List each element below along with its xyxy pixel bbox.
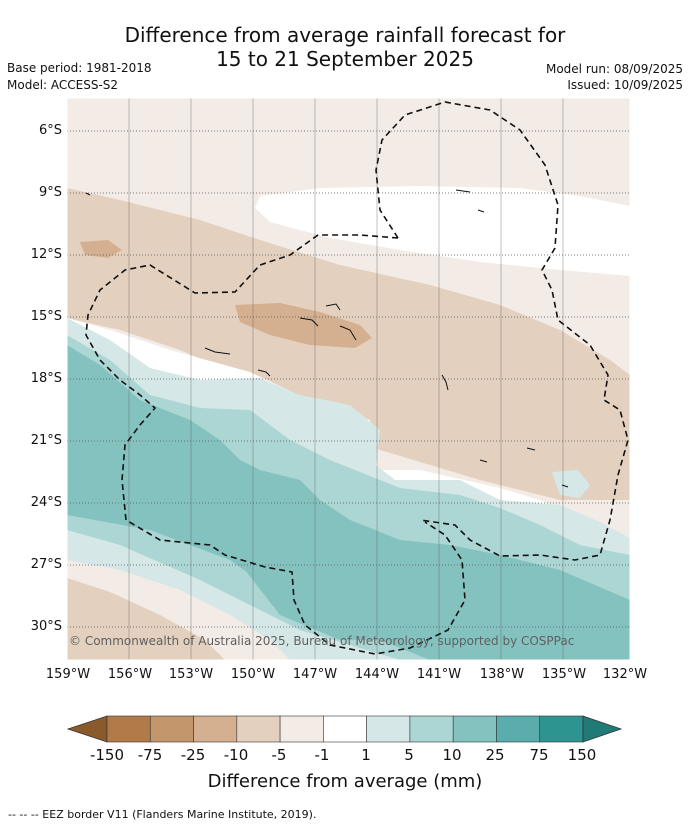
lat-label: 21°S [30,433,62,448]
copyright-notice: © Commonwealth of Australia 2025, Bureau… [69,634,575,648]
rainfall-contours [67,98,630,660]
colorbar-arrow-left [66,715,108,743]
colorbar-label: -25 [180,746,206,764]
lon-label: 135°W [541,667,587,682]
latitude-lines [67,130,630,628]
eez-footnote: -- -- -- EEZ border V11 (Flanders Marine… [8,808,317,821]
lat-label: 24°S [30,495,62,510]
lon-label: 147°W [292,667,338,682]
map-title-line2: 15 to 21 September 2025 [216,47,474,71]
lon-label: 141°W [416,667,462,682]
colorbar-label: -1 [314,746,330,764]
colorbar-label: -75 [137,746,163,764]
colorbar-label: -150 [89,746,125,764]
lon-label: 144°W [354,667,400,682]
colorbar-box [539,715,584,743]
lat-label: 30°S [30,619,62,634]
islands [85,189,569,488]
lon-label: 159°W [45,667,91,682]
lat-label: 27°S [30,557,62,572]
colorbar-label: 1 [361,746,371,764]
colorbar-label: 5 [404,746,414,764]
colorbar-box [366,715,411,743]
colorbar-label: 150 [567,746,597,764]
lat-label: 6°S [38,123,62,138]
colorbar-box [106,715,151,743]
colorbar-title: Difference from average (mm) [207,771,483,792]
model-run-date: Model run: 08/09/2025 [545,62,683,76]
lat-label: 12°S [30,247,62,262]
colorbar-label: 25 [485,746,505,764]
colorbar-boxes [106,715,584,743]
colorbar-box [496,715,541,743]
colorbar-label: -5 [271,746,287,764]
lat-label: 9°S [38,185,62,200]
lon-label: 150°W [230,667,276,682]
colorbar-box [193,715,238,743]
model-name: Model: ACCESS-S2 [7,78,119,92]
colorbar-box [409,715,454,743]
colorbar-label: 75 [529,746,549,764]
map-frame [66,97,631,661]
lon-label: 153°W [168,667,214,682]
colorbar-box [279,715,324,743]
colorbar-box [452,715,497,743]
lat-label: 15°S [30,309,62,324]
lon-label: 138°W [479,667,525,682]
map-title-line1: Difference from average rainfall forecas… [124,23,566,47]
issued-date: Issued: 10/09/2025 [567,78,683,92]
colorbar-box [149,715,194,743]
lon-label: 132°W [602,667,648,682]
base-period: Base period: 1981-2018 [7,61,152,75]
colorbar-arrow-right [582,715,623,743]
lon-label: 156°W [107,667,153,682]
colorbar-box [323,715,367,743]
lat-label: 18°S [30,371,62,386]
colorbar-box [236,715,281,743]
eez-border [85,101,629,655]
colorbar [66,715,623,743]
colorbar-label: -10 [223,746,249,764]
colorbar-label: 10 [442,746,462,764]
